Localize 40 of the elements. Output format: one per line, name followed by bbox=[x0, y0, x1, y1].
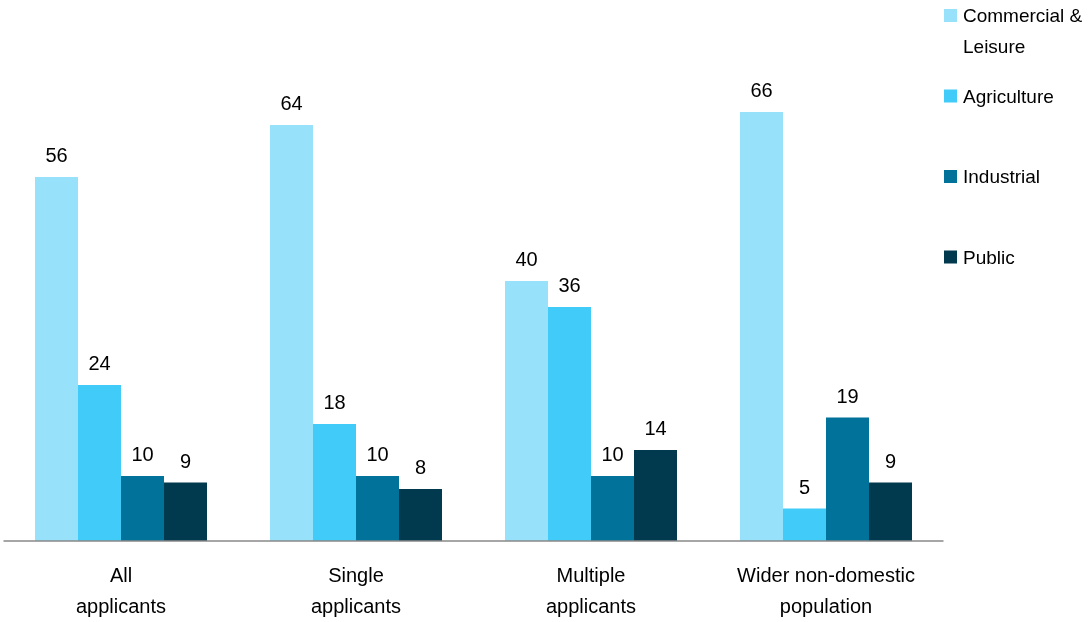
bar bbox=[826, 417, 869, 541]
legend-label: Public bbox=[963, 246, 1015, 268]
data-label: 14 bbox=[644, 417, 667, 439]
bar bbox=[783, 508, 826, 541]
bar bbox=[313, 424, 356, 541]
data-label: 9 bbox=[884, 449, 897, 472]
bar bbox=[548, 307, 591, 541]
data-label: 56 bbox=[45, 144, 68, 166]
data-label: 8 bbox=[414, 456, 427, 478]
data-label: 24 bbox=[88, 352, 111, 374]
data-label: 40 bbox=[515, 248, 538, 270]
legend-label: Commercial & Leisure bbox=[963, 5, 1083, 58]
data-label: 9 bbox=[179, 449, 192, 472]
bar bbox=[164, 482, 207, 541]
data-label: 64 bbox=[280, 92, 303, 114]
data-label: 10 bbox=[131, 443, 154, 465]
bar bbox=[121, 476, 164, 541]
bar bbox=[869, 482, 912, 541]
bar bbox=[399, 489, 442, 541]
bar bbox=[634, 450, 677, 541]
x-tick-label: Multiple applicants bbox=[545, 564, 637, 617]
data-label: 36 bbox=[558, 274, 581, 296]
bar bbox=[270, 125, 313, 541]
data-label: 5 bbox=[798, 475, 811, 498]
data-label: 19 bbox=[836, 384, 859, 407]
x-tick-label: Single applicants bbox=[310, 564, 402, 617]
legend-label: Agriculture bbox=[963, 85, 1054, 107]
bar bbox=[591, 476, 634, 541]
bar bbox=[78, 385, 121, 541]
x-tick-label: Wider non-domestic population bbox=[737, 564, 915, 617]
bar bbox=[356, 476, 399, 541]
data-label: 10 bbox=[601, 443, 624, 465]
data-label: 18 bbox=[323, 391, 346, 413]
bar bbox=[505, 281, 548, 541]
legend-label: Industrial bbox=[963, 166, 1041, 188]
bar bbox=[35, 177, 78, 541]
bar bbox=[740, 112, 783, 541]
data-label: 10 bbox=[366, 443, 389, 465]
data-label: 66 bbox=[750, 79, 773, 101]
x-tick-label: All applicants bbox=[75, 564, 167, 617]
